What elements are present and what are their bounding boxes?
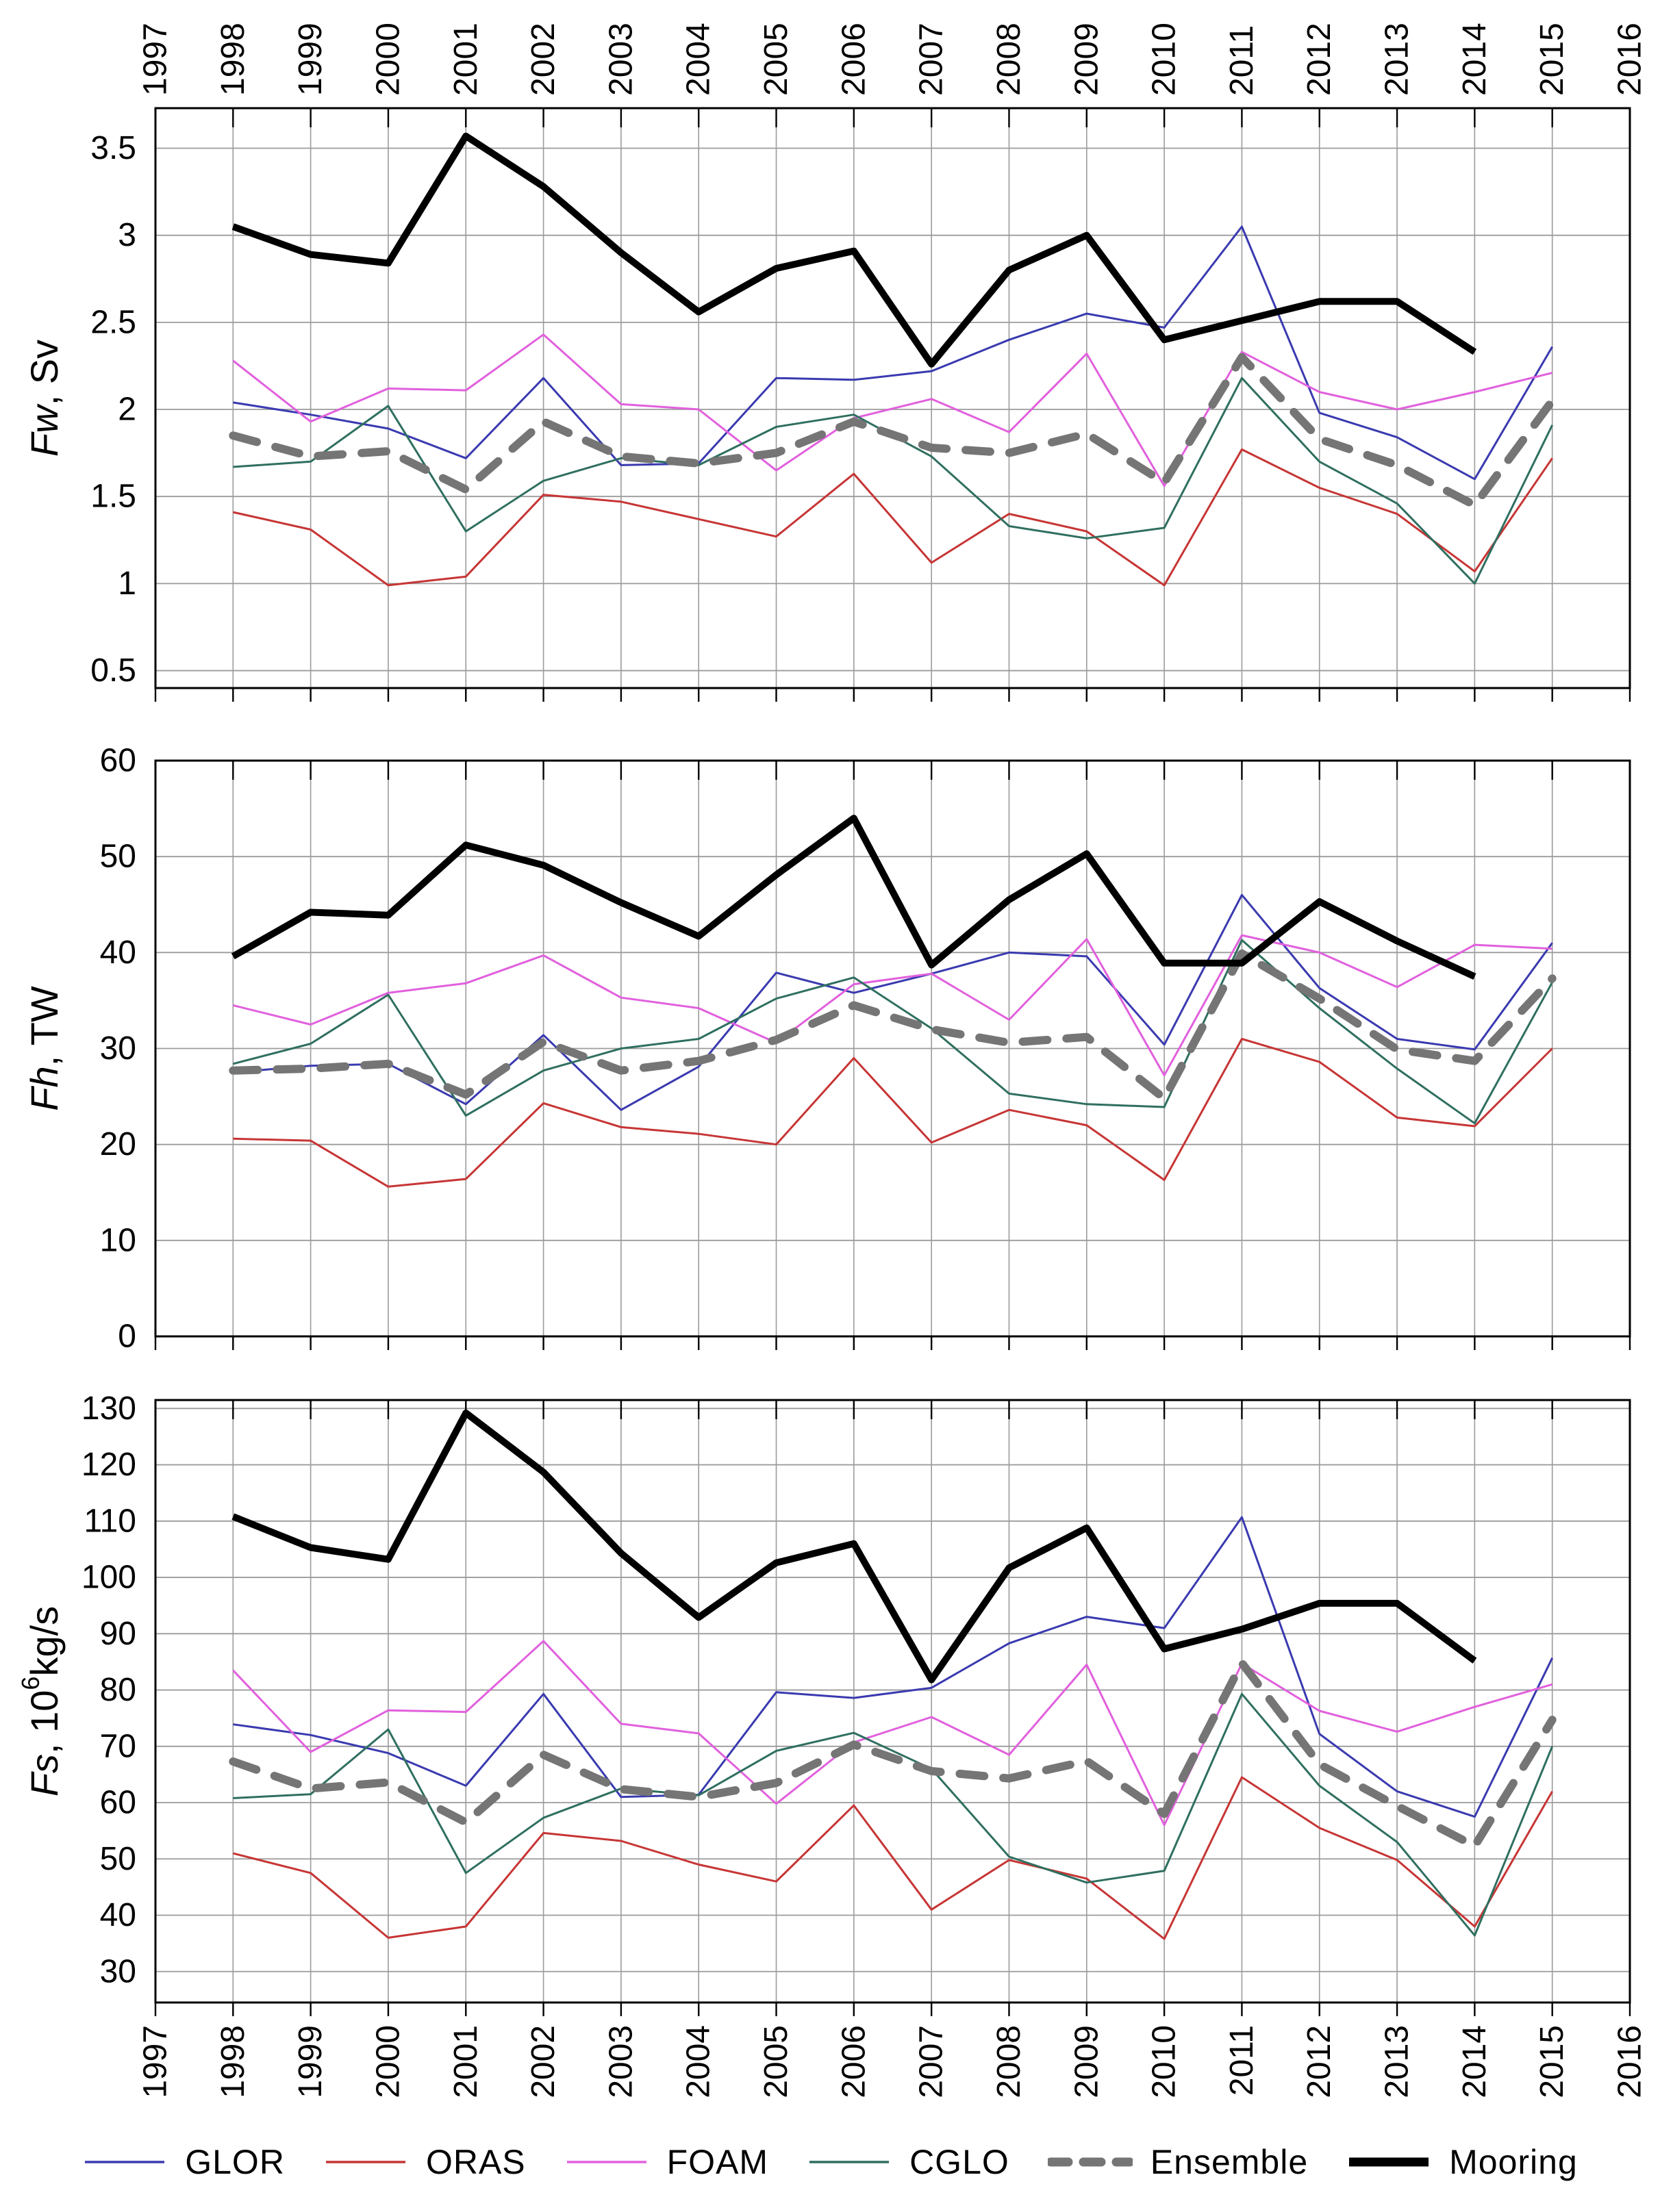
svg-text:90: 90 bbox=[100, 1616, 136, 1652]
svg-text:100: 100 bbox=[81, 1560, 136, 1596]
svg-text:2000: 2000 bbox=[370, 2025, 406, 2098]
svg-text:2007: 2007 bbox=[914, 23, 950, 96]
legend-label: ORAS bbox=[425, 2143, 526, 2181]
svg-text:2012: 2012 bbox=[1301, 23, 1337, 96]
svg-text:2015: 2015 bbox=[1534, 23, 1570, 96]
svg-text:50: 50 bbox=[100, 839, 136, 875]
svg-text:1999: 1999 bbox=[292, 23, 329, 96]
svg-text:2006: 2006 bbox=[835, 2025, 872, 2098]
svg-text:10: 10 bbox=[100, 1222, 136, 1258]
svg-text:2016: 2016 bbox=[1612, 2025, 1648, 2098]
legend-item-ensemble: Ensemble bbox=[1047, 2142, 1309, 2182]
svg-text:40: 40 bbox=[100, 1897, 136, 1933]
svg-text:Fh, TW: Fh, TW bbox=[23, 986, 66, 1111]
legend-item-mooring: Mooring bbox=[1346, 2142, 1578, 2182]
svg-text:80: 80 bbox=[100, 1672, 136, 1708]
svg-text:60: 60 bbox=[100, 1785, 136, 1821]
svg-text:30: 30 bbox=[100, 1030, 136, 1067]
svg-text:2005: 2005 bbox=[758, 23, 794, 96]
svg-text:Fw, Sv: Fw, Sv bbox=[23, 340, 66, 457]
legend-item-foam: FOAM bbox=[564, 2142, 768, 2182]
svg-text:50: 50 bbox=[100, 1841, 136, 1877]
mooring-thick-line-sample-icon bbox=[1349, 2157, 1429, 2167]
svg-text:2.5: 2.5 bbox=[90, 304, 136, 340]
svg-text:Fs, 106kg/s: Fs, 106kg/s bbox=[16, 1606, 66, 1796]
cglo-line-sample-icon bbox=[809, 2161, 890, 2163]
svg-text:2009: 2009 bbox=[1068, 23, 1105, 96]
svg-text:1997: 1997 bbox=[138, 23, 174, 96]
panel-0: 0.5 1 1.5 2 2.5 3 3.5 Fw, Sv bbox=[23, 107, 1631, 702]
legend-label: GLOR bbox=[185, 2143, 285, 2181]
oras-line-sample-icon bbox=[325, 2161, 405, 2163]
svg-text:3: 3 bbox=[118, 217, 136, 253]
svg-text:60: 60 bbox=[100, 743, 136, 779]
svg-text:70: 70 bbox=[100, 1728, 136, 1764]
svg-text:2005: 2005 bbox=[758, 2025, 794, 2098]
svg-text:2001: 2001 bbox=[448, 2025, 484, 2098]
svg-text:2001: 2001 bbox=[448, 23, 484, 96]
panel-1: 0 10 20 30 40 50 60 Fh, TW bbox=[23, 743, 1631, 1355]
svg-text:0.5: 0.5 bbox=[90, 652, 136, 689]
svg-text:2007: 2007 bbox=[914, 2025, 950, 2098]
svg-text:120: 120 bbox=[81, 1447, 136, 1483]
svg-text:1998: 1998 bbox=[215, 2025, 251, 2098]
svg-text:40: 40 bbox=[100, 935, 136, 971]
svg-text:2000: 2000 bbox=[370, 23, 406, 96]
svg-text:2: 2 bbox=[118, 392, 136, 428]
legend: GLOR ORAS FOAM CGLO Ensemble Mooring bbox=[0, 2121, 1660, 2203]
svg-text:1: 1 bbox=[118, 565, 136, 602]
glor-line-sample-icon bbox=[85, 2161, 165, 2163]
legend-label: Ensemble bbox=[1150, 2143, 1309, 2181]
svg-text:1999: 1999 bbox=[292, 2025, 329, 2098]
svg-text:2013: 2013 bbox=[1379, 23, 1416, 96]
legend-item-glor: GLOR bbox=[82, 2142, 285, 2182]
svg-text:2004: 2004 bbox=[681, 2025, 717, 2098]
svg-text:2003: 2003 bbox=[603, 2025, 639, 2098]
svg-text:2004: 2004 bbox=[681, 23, 717, 96]
svg-text:3.5: 3.5 bbox=[90, 130, 136, 166]
svg-text:20: 20 bbox=[100, 1126, 136, 1162]
svg-text:110: 110 bbox=[84, 1503, 136, 1539]
svg-text:2010: 2010 bbox=[1146, 2025, 1183, 2098]
svg-text:1.5: 1.5 bbox=[90, 479, 136, 515]
svg-text:130: 130 bbox=[81, 1390, 136, 1427]
svg-text:2008: 2008 bbox=[991, 23, 1027, 96]
svg-text:1997: 1997 bbox=[138, 2025, 174, 2098]
legend-item-cglo: CGLO bbox=[807, 2142, 1009, 2182]
svg-text:2002: 2002 bbox=[525, 2025, 562, 2098]
svg-text:2003: 2003 bbox=[603, 23, 639, 96]
three-panel-line-chart: 1997 1998 1999 2000 2001 2002 2003 2004 2005 2006… bbox=[16, 23, 1648, 2098]
panel-2: 30 40 50 60 70 80 90 100 110 120 130 Fs, 106kg/s bbox=[16, 1390, 1631, 2016]
svg-text:2012: 2012 bbox=[1301, 2025, 1337, 2098]
legend-label: FOAM bbox=[666, 2143, 769, 2181]
legend-item-oras: ORAS bbox=[323, 2142, 526, 2182]
svg-text:2011: 2011 bbox=[1224, 25, 1260, 96]
svg-text:2006: 2006 bbox=[835, 23, 872, 96]
svg-text:2014: 2014 bbox=[1457, 23, 1493, 96]
foam-line-sample-icon bbox=[566, 2161, 646, 2163]
legend-label: Mooring bbox=[1449, 2143, 1578, 2181]
ensemble-dashed-line-sample-icon bbox=[1047, 2157, 1133, 2167]
svg-text:2011: 2011 bbox=[1224, 2025, 1260, 2096]
svg-text:0: 0 bbox=[118, 1319, 136, 1355]
svg-text:2013: 2013 bbox=[1379, 2025, 1416, 2098]
svg-text:2009: 2009 bbox=[1068, 2025, 1105, 2098]
svg-text:30: 30 bbox=[100, 1953, 136, 1989]
legend-label: CGLO bbox=[909, 2143, 1009, 2181]
svg-text:1998: 1998 bbox=[215, 23, 251, 96]
svg-text:2016: 2016 bbox=[1612, 23, 1648, 96]
svg-text:2010: 2010 bbox=[1146, 23, 1183, 96]
svg-text:2008: 2008 bbox=[991, 2025, 1027, 2098]
svg-text:2014: 2014 bbox=[1457, 2025, 1493, 2098]
svg-text:2015: 2015 bbox=[1534, 2025, 1570, 2098]
svg-text:2002: 2002 bbox=[525, 23, 562, 96]
